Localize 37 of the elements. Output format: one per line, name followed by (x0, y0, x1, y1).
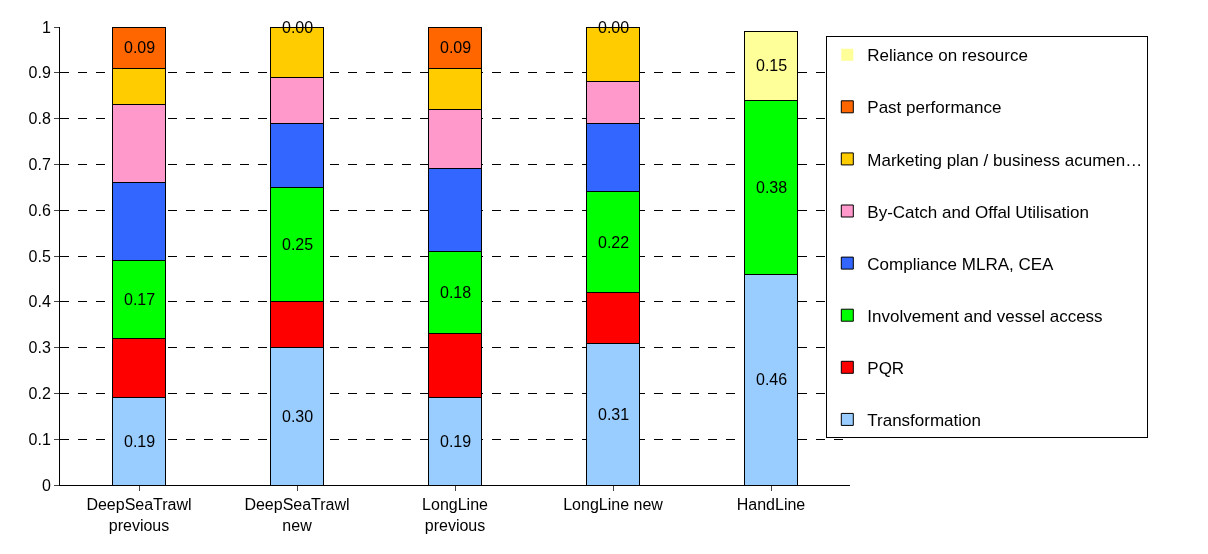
data-label: 0.18 (440, 284, 472, 301)
data-label: 0.09 (440, 39, 472, 56)
x-tick-label: HandLine (736, 496, 806, 514)
legend-label: Past performance (867, 98, 1002, 118)
x-tick-label: LongLine new (563, 496, 664, 514)
y-tick-label: 0.4 (28, 293, 51, 311)
y-tick-label: 0.6 (28, 201, 51, 219)
data-label: 0.25 (282, 236, 314, 253)
data-label: 0.46 (756, 371, 788, 388)
y-tick-label: 0.9 (28, 64, 51, 82)
legend-label: By-Catch and Offal Utilisation (867, 202, 1090, 222)
y-tick-label: 0.2 (28, 385, 51, 402)
y-tick-label: 0.8 (28, 110, 51, 128)
data-label: 0.17 (124, 291, 156, 308)
y-tick-label: 0.7 (28, 156, 51, 173)
x-tick-label: DeepSeaTrawl previous (86, 496, 192, 534)
y-tick-label: 0.3 (28, 339, 51, 357)
data-label: 0.38 (756, 179, 788, 196)
y-tick-label: 0 (41, 476, 51, 494)
legend-label: Marketing plan / business acumen… (867, 150, 1143, 170)
data-label: 0.22 (598, 234, 630, 251)
legend-label: PQR (867, 358, 905, 378)
data-label: 0.09 (124, 39, 156, 56)
legend-label: Compliance MLRA, CEA (867, 254, 1055, 274)
y-tick-label: 1 (41, 18, 51, 36)
x-tick-label: LongLine previous (422, 496, 489, 534)
legend-label: Reliance on resource (867, 46, 1028, 66)
y-tick-label: 0.1 (28, 430, 51, 448)
data-label: 0.30 (282, 408, 314, 425)
legend-label: Transformation (867, 411, 981, 431)
data-label: 0.19 (440, 433, 472, 450)
legend-label: Involvement and vessel access (867, 306, 1103, 326)
x-tick-label: DeepSeaTrawl new (244, 496, 350, 534)
y-tick-label: 0.5 (28, 247, 51, 265)
data-label: 0.15 (756, 57, 788, 74)
data-label: 0.31 (598, 406, 630, 423)
data-label: 0.19 (124, 433, 156, 450)
